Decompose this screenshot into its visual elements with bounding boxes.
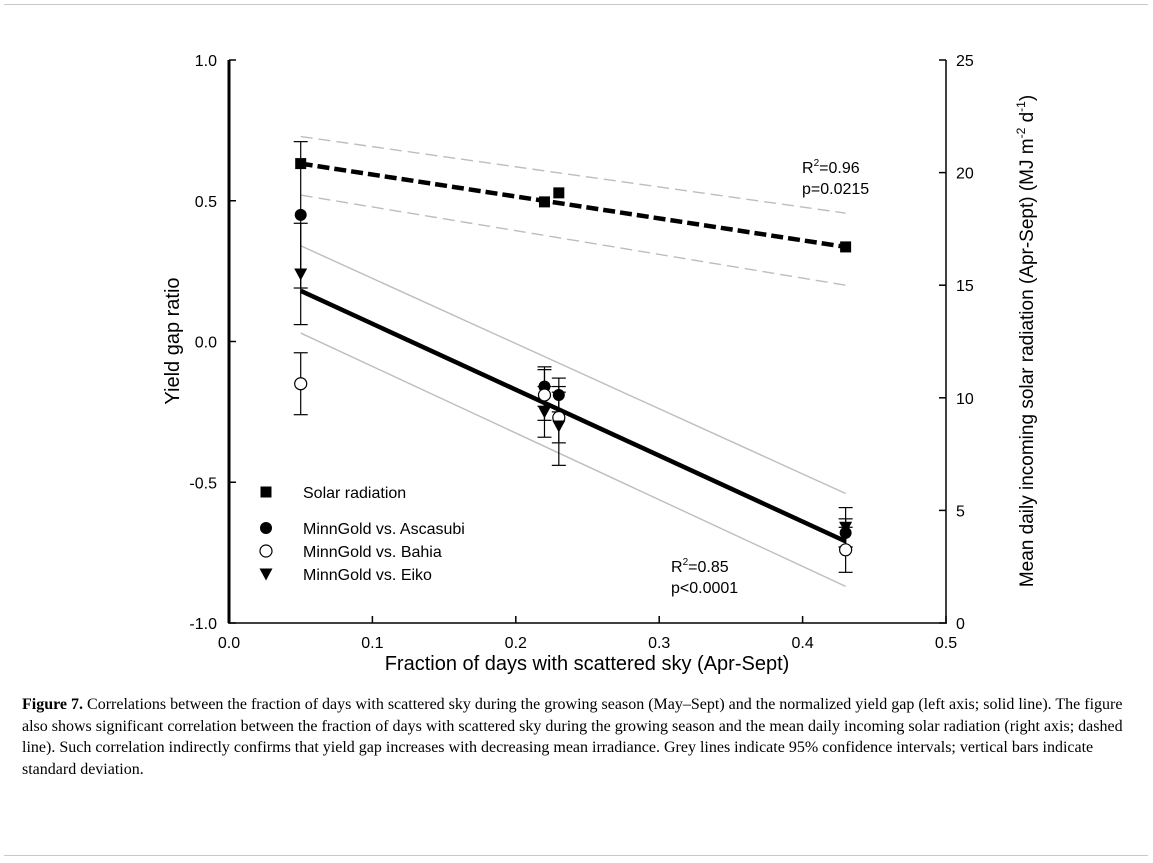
figure-caption: Figure 7. Correlations between the fract… — [22, 694, 1132, 780]
y2-label-part: Mean daily incoming solar radiation (Apr… — [1017, 138, 1038, 587]
regression-lines — [299, 161, 847, 544]
yield-gap-chart: 0.0 0.1 0.2 0.3 0.4 0.5 -1.0 -0.5 0.0 0.5 1.0 0 5 10 1… — [162, 53, 1038, 675]
x-tick-label: 0.1 — [361, 635, 383, 652]
data-point — [538, 196, 550, 208]
y-tick-label: 1.0 — [195, 53, 217, 70]
y2-label-sup: -1 — [1014, 101, 1028, 112]
data-point — [552, 388, 565, 401]
yield-fit-line — [299, 288, 847, 544]
y2-label-part: ) — [1017, 95, 1038, 101]
y2-tick-label: 10 — [956, 391, 974, 408]
data-point — [840, 241, 852, 253]
data-point — [839, 543, 853, 557]
r2-label: R — [671, 559, 683, 576]
r2-label: R — [802, 160, 814, 177]
y-tick-label: 0.5 — [195, 194, 217, 211]
caption-text: Correlations between the fraction of day… — [22, 696, 1123, 778]
ci-upper-line — [300, 245, 846, 495]
y2-tick-label: 20 — [956, 166, 974, 183]
data-point — [295, 158, 307, 170]
legend-marker — [260, 522, 272, 534]
y-tick-label: -1.0 — [189, 616, 217, 633]
y-tick-label: -0.5 — [189, 475, 217, 492]
legend-label: Solar radiation — [303, 485, 406, 502]
solar-fit-line — [300, 161, 846, 250]
r2-value: =0.85 — [688, 559, 729, 576]
confidence-interval-lines — [300, 135, 846, 588]
legend-marker — [260, 486, 272, 498]
svg-text:R2=0.96: R2=0.96 — [802, 158, 860, 177]
data-point — [839, 521, 853, 534]
ci-lower-line — [300, 194, 846, 286]
x-tick-label: 0.5 — [935, 635, 957, 652]
data-point — [553, 187, 565, 199]
ci-lower-line — [300, 332, 846, 588]
data-point — [294, 268, 308, 281]
data-point — [294, 377, 308, 391]
x-tick-label: 0.4 — [791, 635, 813, 652]
legend-label: MinnGold vs. Eiko — [303, 567, 432, 584]
p-value: p=0.0215 — [802, 181, 869, 198]
x-tick-label: 0.0 — [218, 635, 240, 652]
chart-ticks: 0.0 0.1 0.2 0.3 0.4 0.5 -1.0 -0.5 0.0 0.5 1.0 0 5 10 1… — [189, 53, 973, 652]
y-tick-label: 0.0 — [195, 335, 217, 352]
y2-axis-label: Mean daily incoming solar radiation (Apr… — [1014, 95, 1038, 587]
y2-tick-label: 0 — [956, 616, 965, 633]
solar-fit-annotation: R2=0.96 p=0.0215 — [802, 158, 869, 198]
data-points — [294, 158, 853, 557]
y2-tick-label: 5 — [956, 503, 965, 520]
y2-tick-label: 15 — [956, 278, 974, 295]
x-tick-label: 0.3 — [648, 635, 670, 652]
legend-marker — [259, 544, 273, 558]
legend-label: MinnGold vs. Ascasubi — [303, 521, 465, 538]
p-value: p<0.0001 — [671, 580, 738, 597]
data-point — [537, 388, 552, 402]
data-point — [552, 420, 566, 433]
x-tick-label: 0.2 — [505, 635, 527, 652]
r2-sup: 2 — [683, 557, 689, 568]
y2-label-sup: -2 — [1014, 127, 1028, 138]
y2-tick-label: 25 — [956, 53, 974, 70]
svg-text:R2=0.85: R2=0.85 — [671, 557, 729, 576]
ci-upper-line — [300, 135, 846, 214]
yield-fit-annotation: R2=0.85 p<0.0001 — [671, 557, 738, 597]
r2-sup: 2 — [814, 158, 820, 169]
caption-label: Figure 7. — [22, 696, 84, 713]
legend-marker — [259, 568, 273, 581]
x-axis-label: Fraction of days with scattered sky (Apr… — [385, 653, 790, 675]
data-point — [294, 208, 307, 221]
data-point — [537, 406, 551, 419]
r2-value: =0.96 — [819, 160, 860, 177]
legend-label: MinnGold vs. Bahia — [303, 544, 442, 561]
figure-frame — [4, 4, 1148, 856]
y2-label-part: d — [1017, 112, 1038, 128]
y-axis-label: Yield gap ratio — [162, 277, 184, 404]
chart-legend: Solar radiation MinnGold vs. Ascasubi Minn… — [259, 485, 465, 584]
